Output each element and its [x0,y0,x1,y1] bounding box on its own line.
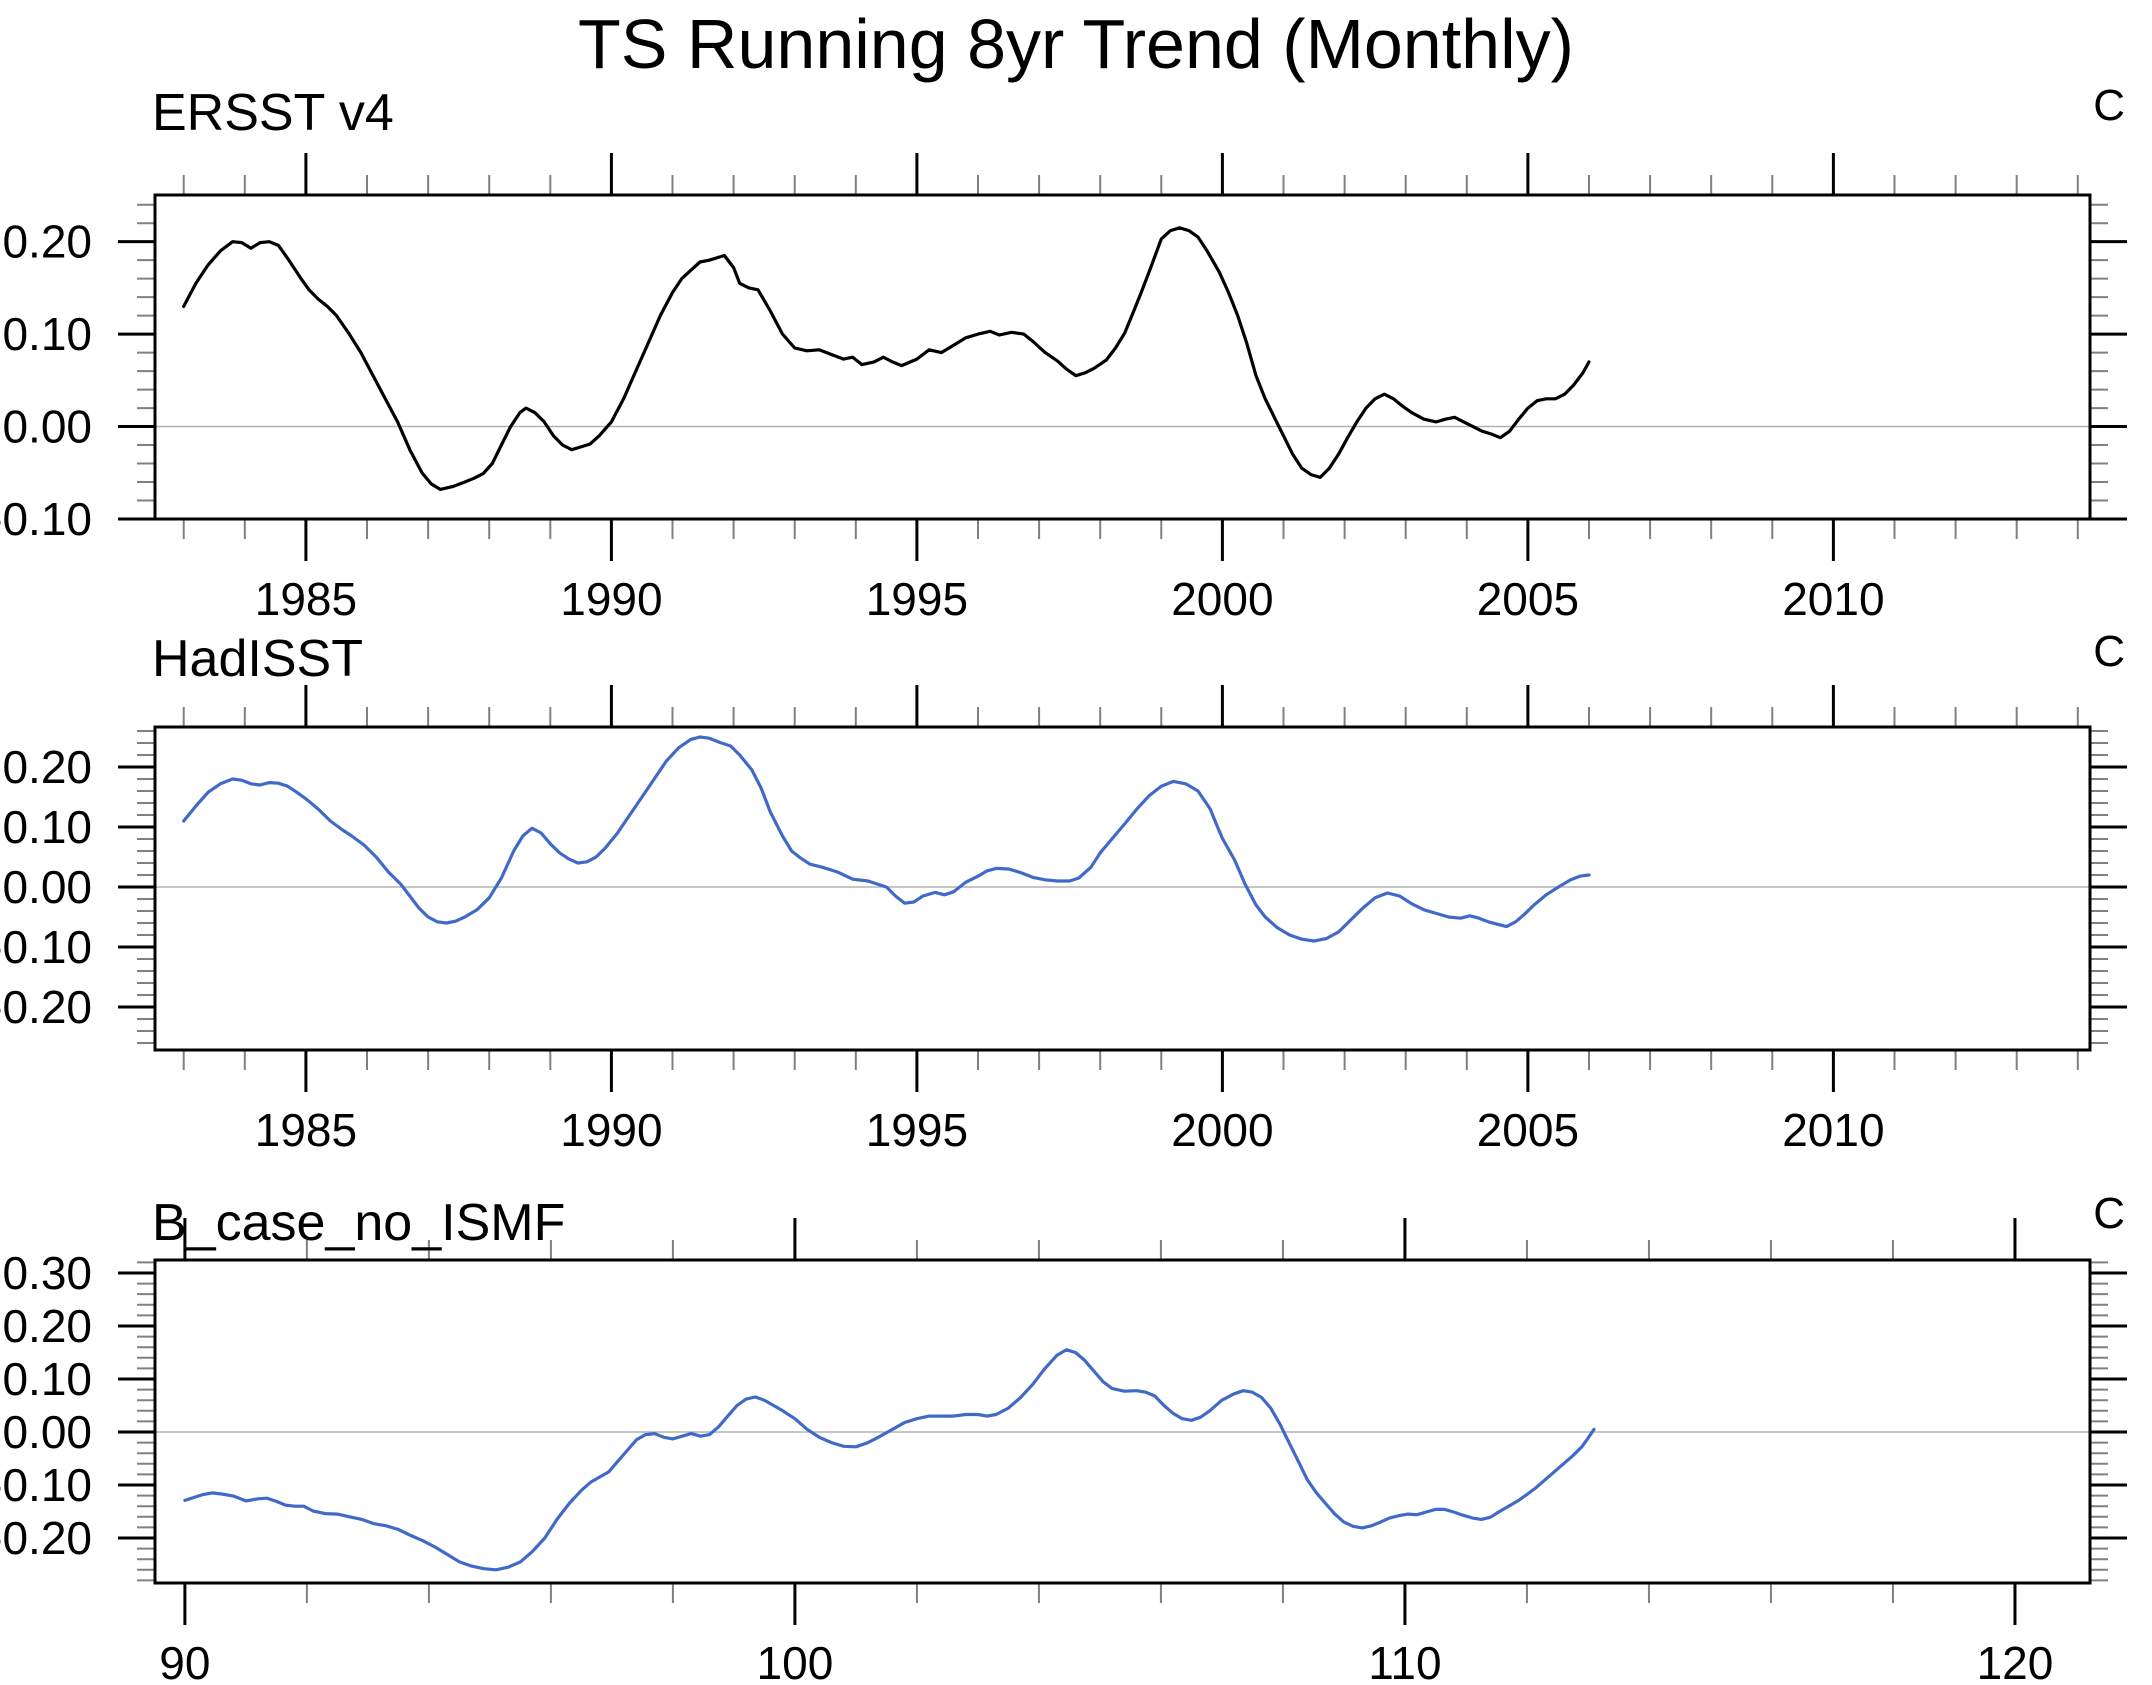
y-tick-label: 0.20 [2,216,92,268]
x-tick-label: 2000 [1171,1104,1273,1156]
y-tick-label: 0.10 [2,1353,92,1405]
series-line-2 [183,1348,1596,1572]
x-tick-label: 1995 [866,1104,968,1156]
unit-label-celsius-panel1: C [2093,81,2125,130]
y-tick-label: -0.10 [0,1459,92,1511]
y-tick-label: 0.00 [2,1406,92,1458]
y-tick-label: 0.20 [2,1300,92,1352]
panel-label-ersst-v4: ERSST v4 [152,84,394,142]
y-tick-label: 0.00 [2,401,92,453]
unit-label-celsius-panel2: C [2093,627,2125,676]
panel-label-hadisst: HadISST [152,630,363,688]
series-line-0 [182,226,1591,491]
panel-label-b-case-no-ismf: B_case_no_ISMF [152,1194,566,1252]
x-tick-label: 2005 [1477,1104,1579,1156]
y-tick-label: -0.20 [0,981,92,1033]
x-tick-label: 90 [159,1637,210,1685]
y-tick-label: -0.10 [0,921,92,973]
x-tick-label: 2000 [1171,573,1273,625]
x-tick-label: 1995 [866,573,968,625]
x-tick-label: 110 [1368,1637,1441,1685]
x-tick-label: 1985 [255,573,357,625]
x-tick-label: 1985 [255,1104,357,1156]
plot-box [153,1258,2092,1585]
x-tick-label: 120 [1977,1637,2054,1685]
plot-box [153,725,2092,1052]
chart-title: TS Running 8yr Trend (Monthly) [578,5,1574,83]
plot-box [153,193,2092,521]
series-line-1 [182,735,1591,943]
y-tick-label: 0.30 [2,1247,92,1299]
y-tick-label: -0.20 [0,1512,92,1564]
x-tick-label: 2005 [1477,573,1579,625]
y-tick-label: 0.10 [2,801,92,853]
y-tick-label: -0.10 [0,493,92,545]
y-tick-label: 0.10 [2,308,92,360]
x-tick-label: 2010 [1782,573,1884,625]
x-tick-label: 1990 [560,1104,662,1156]
y-tick-label: 0.00 [2,861,92,913]
x-tick-label: 100 [757,1637,834,1685]
x-tick-label: 1990 [560,573,662,625]
x-tick-label: 2010 [1782,1104,1884,1156]
unit-label-celsius-panel3: C [2093,1189,2125,1238]
y-tick-label: 0.20 [2,741,92,793]
